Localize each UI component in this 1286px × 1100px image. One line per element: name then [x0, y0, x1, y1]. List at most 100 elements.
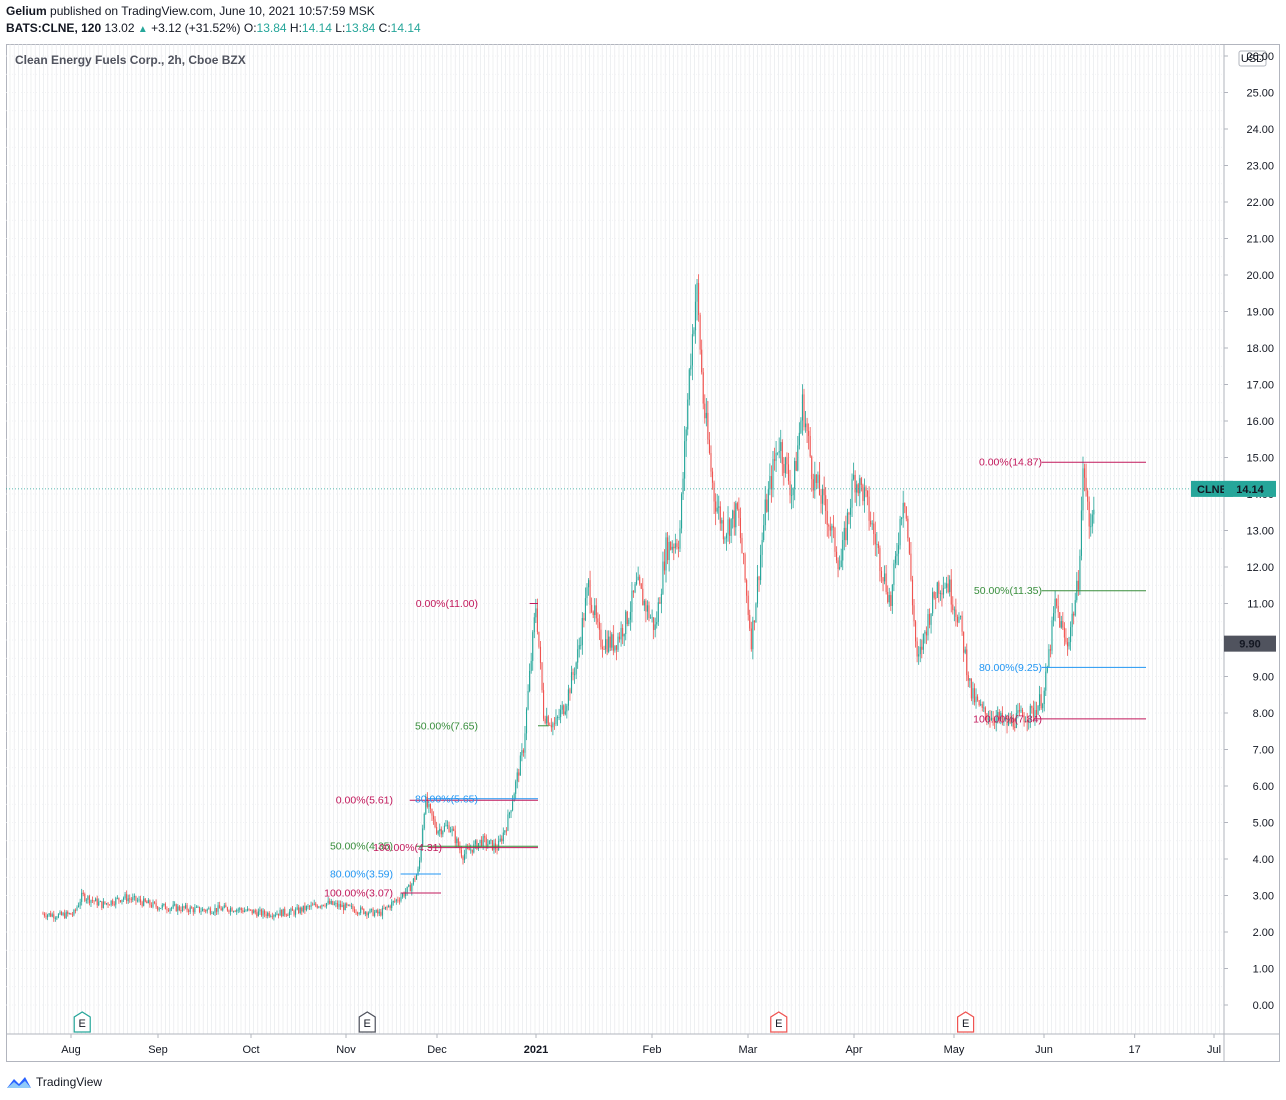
candle-body	[1006, 717, 1008, 726]
candle-body	[361, 907, 363, 909]
candle-body	[738, 508, 740, 518]
candle-body	[1020, 709, 1022, 712]
candle-body	[101, 901, 103, 908]
candle-body	[273, 915, 275, 917]
candle-body	[167, 910, 170, 912]
candle-body	[780, 442, 782, 451]
candle-body	[231, 908, 233, 912]
y-tick-label: 16.00	[1246, 416, 1274, 428]
y-tick-label: 15.00	[1246, 453, 1274, 465]
candle-body	[357, 912, 359, 914]
candle-body	[680, 494, 683, 529]
candle-body	[699, 314, 701, 350]
y-tick-label: 17.00	[1246, 380, 1274, 392]
candle-body	[997, 712, 999, 717]
candle-body	[701, 349, 703, 373]
candle-body	[885, 573, 887, 592]
candle-body	[702, 372, 704, 404]
candle-body	[333, 903, 335, 905]
fib-label: 100.00%(4.31)	[373, 842, 442, 854]
author-name[interactable]: Gelium	[6, 4, 47, 18]
candle-body	[358, 913, 360, 914]
candle-body	[352, 905, 354, 910]
candle-body	[849, 507, 852, 515]
y-tick-label: 7.00	[1253, 745, 1274, 757]
candle-body	[620, 627, 622, 640]
candle-body	[161, 904, 163, 909]
candle-body	[1085, 477, 1087, 491]
candle-body	[637, 576, 639, 581]
candle-body	[147, 900, 149, 904]
candle-body	[166, 909, 168, 911]
candle-body	[1060, 621, 1062, 628]
candle-body	[205, 910, 207, 912]
candle-body	[970, 678, 972, 699]
candle-body	[984, 707, 986, 714]
candle-body	[853, 474, 855, 480]
candle-body	[391, 902, 393, 908]
candle-body	[476, 840, 478, 850]
candle-body	[71, 914, 73, 916]
candle-body	[1015, 713, 1017, 728]
candle-body	[90, 900, 92, 903]
candle-body	[1001, 712, 1003, 722]
earnings-marker[interactable]: E	[770, 1011, 788, 1033]
candle-body	[845, 527, 847, 541]
candle-body	[211, 913, 213, 915]
earnings-marker[interactable]: E	[358, 1011, 376, 1033]
candle-body	[668, 541, 670, 561]
candle-body	[685, 429, 687, 442]
footer-brand[interactable]: TradingView	[36, 1075, 103, 1089]
earnings-marker[interactable]: E	[73, 1011, 91, 1033]
marker-price-tag: 9.90	[1239, 639, 1260, 651]
candle-body	[153, 901, 156, 903]
candle-body	[198, 906, 201, 912]
candle-body	[1091, 514, 1093, 527]
candle-body	[121, 899, 123, 903]
candle-body	[942, 588, 945, 595]
candle-body	[640, 583, 642, 589]
fib-label: 0.00%(5.61)	[336, 795, 393, 807]
candle-body	[820, 495, 822, 504]
candle-body	[1011, 717, 1013, 724]
open-label: O:	[243, 21, 257, 35]
candle-body	[522, 750, 524, 753]
candle-body	[843, 527, 845, 540]
candle-body	[990, 717, 993, 721]
candle-body	[773, 459, 776, 461]
candle-body	[515, 781, 517, 794]
candle-body	[279, 909, 281, 916]
candle-body	[694, 301, 697, 331]
candle-body	[657, 602, 659, 622]
earnings-marker[interactable]: E	[957, 1011, 975, 1033]
candle-body	[1004, 717, 1007, 720]
candle-body	[708, 439, 710, 454]
candle-body	[874, 533, 876, 545]
candle-body	[792, 488, 794, 496]
candle-body	[639, 576, 641, 584]
candle-body	[890, 595, 892, 606]
candle-body	[955, 609, 957, 617]
candle-body	[550, 725, 552, 728]
candle-body	[992, 717, 994, 722]
candle-body	[980, 704, 982, 706]
candle-body	[53, 914, 55, 919]
candle-body	[1025, 720, 1027, 722]
candle-body	[141, 902, 143, 906]
fib-label: 80.00%(3.59)	[330, 868, 393, 880]
candle-body	[547, 716, 549, 726]
candle-body	[215, 907, 218, 912]
candle-body	[1073, 613, 1075, 616]
candle-body	[180, 909, 182, 912]
candle-body	[902, 502, 904, 518]
candle-body	[1065, 637, 1067, 643]
candle-body	[268, 912, 270, 917]
candle-body	[405, 892, 407, 897]
candle-body	[146, 901, 148, 904]
candle-body	[580, 645, 582, 646]
candle-body	[451, 828, 453, 831]
candle-body	[670, 541, 672, 550]
tradingview-logo-icon[interactable]	[6, 1074, 32, 1090]
candle-body	[67, 911, 69, 914]
